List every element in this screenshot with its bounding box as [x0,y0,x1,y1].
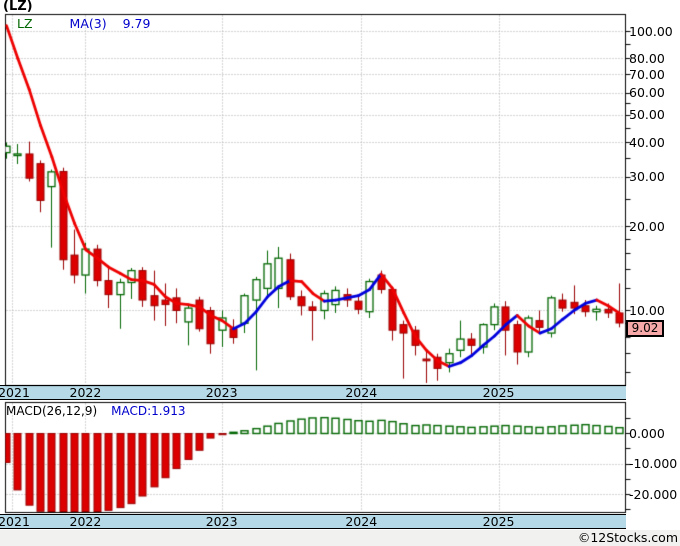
macd-value: MACD:1.913 [111,404,186,418]
symbol-label: LZ [17,16,33,31]
axis-tick-label: 100.00 [629,23,673,39]
ma-value: 9.79 [122,16,151,31]
axis-tick-label: 70.00 [629,66,665,82]
last-price-badge: 9.02 [626,320,664,337]
ma-label: MA(3) [69,16,107,31]
axis-tick-label: 0.000 [629,425,665,441]
watermark: ©12Stocks.com [577,530,678,545]
axis-tick-label: 60.00 [629,85,665,101]
axis-tick-label: 40.00 [629,134,665,150]
axis-tick-label: 80.00 [629,50,665,66]
axis-tick-label: 10.00 [629,302,665,318]
price-legend: LZ MA(3) 9.79 [17,17,150,30]
axis-tick-label: 30.00 [629,169,665,185]
axis-tick-label: -10.000 [629,456,678,471]
macd-legend: MACD(26,12,9) MACD:1.913 [6,405,186,418]
axis-tick-label: 20.00 [629,218,665,234]
axis-tick-label: 50.00 [629,107,665,123]
macd-label: MACD(26,12,9) [6,404,98,418]
axis-tick-label: -20.000 [629,486,678,502]
